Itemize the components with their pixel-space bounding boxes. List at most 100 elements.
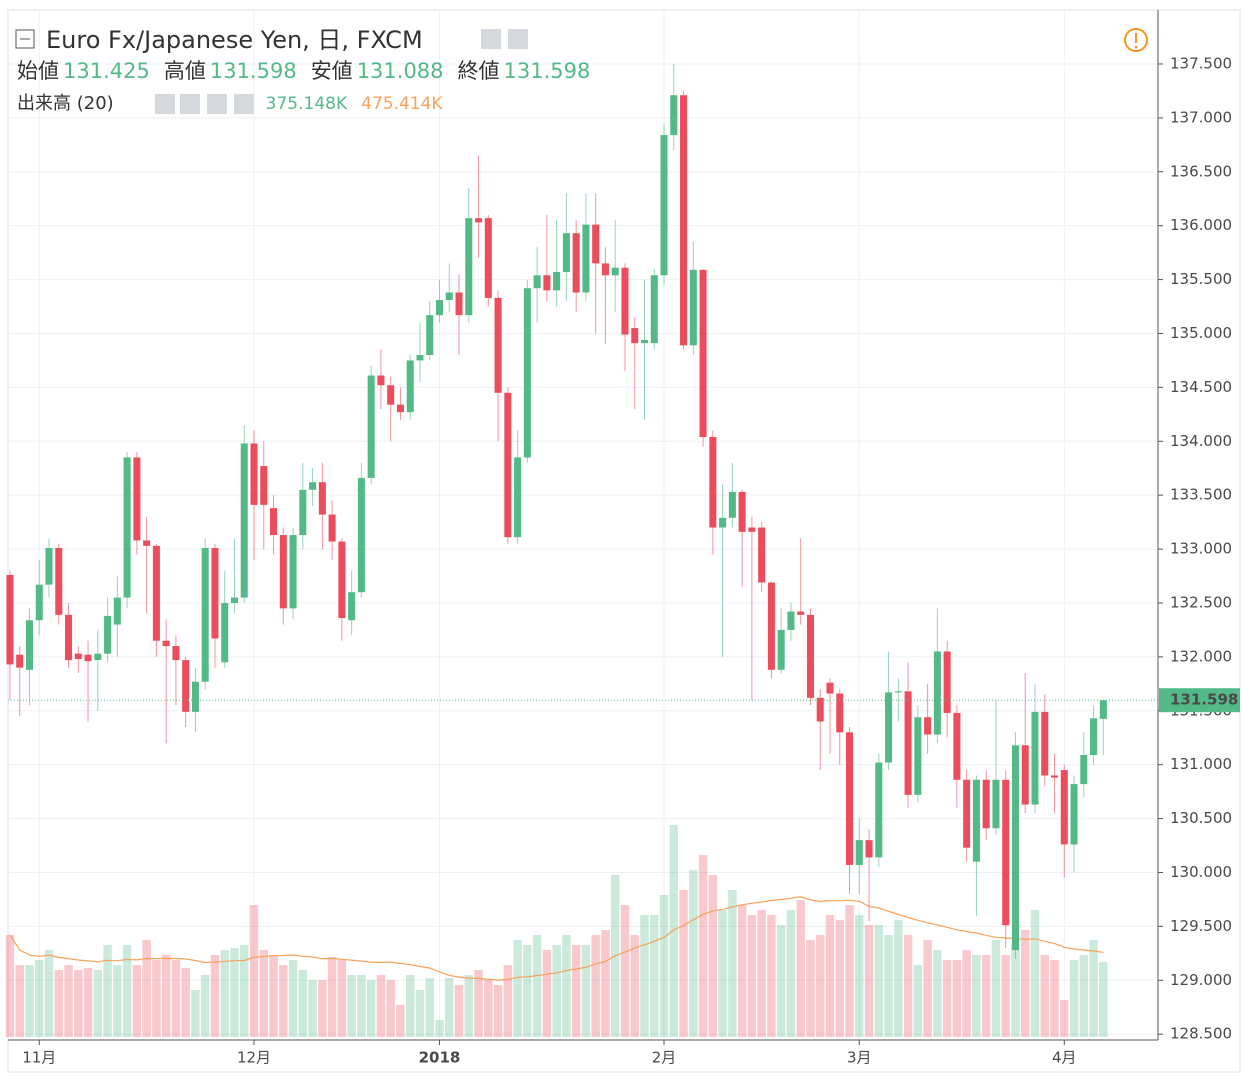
volume-bar (220, 950, 229, 1037)
volume-bar (737, 905, 747, 1037)
candle-body (933, 651, 941, 735)
candle-body (836, 693, 844, 733)
toolbar-icon (508, 29, 528, 49)
volume-bar (630, 935, 639, 1037)
y-tick-label: 136.000 (1170, 216, 1232, 234)
volume-bar (25, 965, 34, 1037)
volume-bar (171, 960, 181, 1037)
candle-body (260, 466, 268, 505)
readout-label: 終値 (458, 59, 500, 83)
candle-body (562, 233, 570, 273)
volume-bar (933, 950, 942, 1037)
volume-bar (474, 970, 483, 1037)
volume-bar (464, 975, 473, 1037)
x-tick-label: 2月 (652, 1049, 677, 1067)
candle-body (182, 660, 190, 712)
volume-bar (1099, 961, 1108, 1037)
candle-body (416, 355, 424, 361)
candle-body (74, 653, 82, 660)
volume-bar (601, 930, 610, 1037)
candle-body (1011, 745, 1019, 951)
volume-bar (659, 895, 669, 1037)
volume-bar (1050, 960, 1059, 1037)
volume-bar (269, 955, 278, 1037)
candle-body (650, 275, 658, 344)
y-tick-label: 132.500 (1170, 593, 1232, 611)
readout-label: 安値 (311, 59, 353, 83)
volume-bar (308, 980, 317, 1037)
candle-body (250, 443, 258, 505)
volume-bar (122, 945, 132, 1037)
volume-bar (152, 960, 161, 1037)
candle-body (45, 547, 53, 585)
volume-bar (35, 960, 44, 1037)
volume-bar (806, 940, 815, 1037)
candle-body (299, 489, 307, 536)
volume-bar (240, 945, 249, 1037)
volume-bar (884, 935, 893, 1037)
candle-body (611, 267, 619, 276)
readout-value: 131.598 (210, 59, 297, 83)
volume-bar (816, 935, 825, 1037)
candle-body (553, 272, 561, 291)
volume-bar (962, 950, 971, 1037)
candle-body (270, 508, 278, 536)
volume-bar (425, 978, 434, 1037)
candle-body (806, 614, 814, 698)
candle-body (963, 779, 971, 848)
candle-body (289, 535, 297, 609)
volume-bar (503, 965, 513, 1037)
alert-icon[interactable] (1124, 28, 1148, 52)
volume-bar (747, 915, 757, 1037)
volume-bar (259, 950, 268, 1037)
candle-body (953, 712, 961, 780)
volume-bar (1060, 1000, 1069, 1037)
candle-body (406, 360, 414, 413)
volume-bar (5, 935, 15, 1037)
candle-body (670, 95, 678, 136)
candle-body (845, 732, 854, 865)
volume-bar (318, 980, 327, 1037)
volume-bar (357, 975, 366, 1037)
collapse-icon[interactable] (15, 29, 35, 49)
candle-body (572, 233, 580, 293)
candle-body (230, 597, 238, 603)
candle-body (660, 135, 668, 276)
volume-bar (513, 940, 522, 1037)
candle-body (972, 779, 980, 862)
candle-body (6, 574, 14, 665)
volume-bar (454, 985, 464, 1037)
volume-bar (640, 915, 649, 1037)
volume-bar (903, 935, 913, 1037)
volume-bar (942, 960, 952, 1037)
volume-bar (981, 955, 991, 1037)
volume-bar (835, 920, 844, 1037)
candle-body (767, 582, 775, 670)
candle-body (826, 682, 834, 694)
toolbar-icon (155, 94, 175, 114)
volume-bar (1069, 960, 1079, 1037)
y-tick-label: 129.500 (1170, 917, 1232, 935)
candle-body (65, 614, 73, 661)
y-tick-label: 133.000 (1170, 540, 1232, 558)
volume-bar (972, 955, 981, 1037)
candle-body (855, 840, 863, 865)
candle-body (387, 385, 395, 405)
volume-bar (64, 965, 73, 1037)
chart-title: Euro Fx/Japanese Yen, 日, FXCM (46, 26, 423, 54)
alert-icon-dot (1134, 45, 1138, 49)
volume-ma-line (9, 896, 1104, 981)
candle-body (484, 218, 492, 298)
header: Euro Fx/Japanese Yen, 日, FXCM 出来高 (20) 始… (15, 26, 590, 114)
candle-body (1099, 700, 1107, 719)
volume-bar (54, 970, 63, 1037)
candle-body (865, 840, 873, 858)
candle-body (309, 482, 317, 490)
volume-bar (591, 935, 600, 1037)
candle-body (1070, 784, 1078, 845)
candle-body (699, 269, 707, 437)
volume-bar (1030, 910, 1040, 1037)
toolbar-icon (207, 94, 227, 114)
candle-body (894, 691, 902, 693)
